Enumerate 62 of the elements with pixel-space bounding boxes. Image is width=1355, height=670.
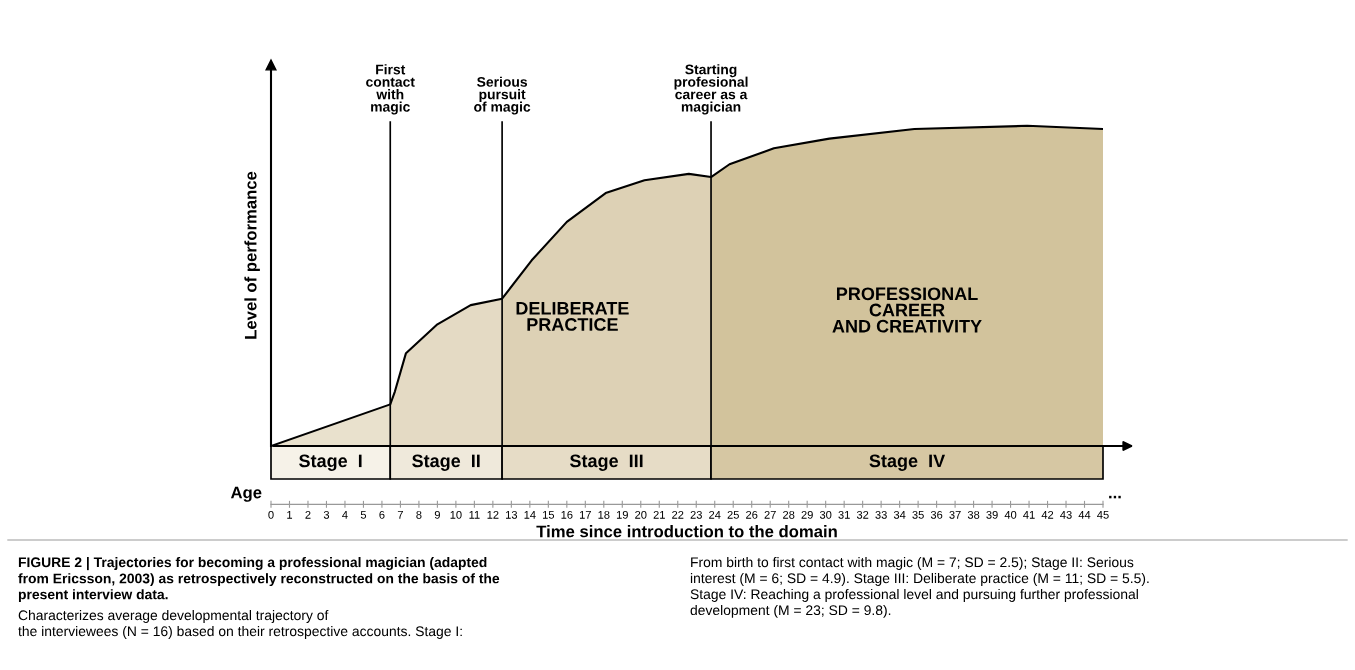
- x-tick-label: 28: [783, 510, 795, 519]
- x-tick-label: 41: [1023, 510, 1035, 519]
- x-tick-label: 42: [1041, 510, 1054, 519]
- x-tick-label: 12: [487, 510, 499, 519]
- x-tick-label: 30: [819, 510, 832, 519]
- x-tick-label: 22: [672, 510, 684, 519]
- x-tick-label: 27: [764, 510, 776, 519]
- x-tick-label: 45: [1097, 510, 1109, 519]
- text: Characterizes average developmental trajectory of the interviewees (N = 16) based on their retrospective accounts. Stage I:: [18, 610, 462, 639]
- x-tick-label: 7: [397, 510, 403, 519]
- x-tick-label: 0: [268, 510, 274, 519]
- x-tick-label: 39: [986, 510, 998, 519]
- x-tick-label: 38: [967, 510, 980, 519]
- band-label: Stage IV: [869, 454, 946, 471]
- x-tick-label: 44: [1078, 510, 1091, 519]
- x-tick-label: 17: [579, 510, 591, 519]
- x-tick-label: 26: [746, 510, 758, 519]
- x-tick-label: 11: [469, 510, 480, 519]
- x-tick-label: 9: [434, 510, 440, 519]
- x-tick-label: 5: [360, 510, 367, 519]
- x-tick-label: 37: [949, 510, 961, 519]
- x-tick-label: 3: [323, 510, 330, 519]
- x-tick-label: 15: [543, 510, 555, 519]
- x-tick-label: 43: [1060, 510, 1072, 519]
- band-label: Stage I: [299, 454, 362, 471]
- x-tick-label: 25: [727, 510, 739, 519]
- band-label: Stage III: [569, 454, 643, 471]
- x-tick-label: 34: [893, 510, 906, 519]
- annotation: PROFESSIONAL CAREER AND CREATIVITY: [832, 287, 982, 333]
- x-tick-label: 33: [875, 510, 887, 519]
- x-tick-label: 19: [616, 510, 628, 519]
- x-tick-label: 36: [930, 510, 943, 519]
- annotation: DELIBERATE PRACTICE: [516, 302, 629, 331]
- x-tick-label: 14: [524, 510, 536, 519]
- x-tick-label: 4: [342, 510, 348, 519]
- x-tick-label: 24: [709, 510, 721, 519]
- y-axis-title: Level of performance: [244, 171, 260, 339]
- x-tick-label: 6: [379, 510, 385, 519]
- x-tick-label: 31: [838, 510, 850, 519]
- x-tick-label: 20: [635, 510, 647, 519]
- x-tick-label: 10: [450, 510, 462, 519]
- x-axis-title: Time since introduction to the domain: [536, 525, 837, 538]
- text: FIGURE 2 | Trajectories for becoming a professional magician (adapted from Ericsson, 2003) as retrospectively reconstructed on the basis of the present interview data.: [18, 557, 500, 603]
- x-tick-label: 18: [598, 510, 610, 519]
- x-tick-label: 2: [305, 510, 311, 519]
- x-tick-label: 21: [653, 510, 665, 519]
- ref-line-label: Serious pursuit of magic: [474, 76, 531, 115]
- ref-line-label: Starting profesional career as a magician: [674, 64, 748, 115]
- ref-line-label: First contact with magic: [366, 64, 415, 115]
- x-tick-label: 16: [561, 510, 573, 519]
- x-tick-label: 1: [287, 510, 293, 519]
- x-tick-label: 32: [856, 510, 869, 519]
- band-label: Stage II: [412, 454, 480, 471]
- x-tick-label: 35: [912, 510, 924, 519]
- text: ...: [1109, 495, 1121, 499]
- x-tick-label: 13: [506, 510, 518, 519]
- x-tick-label: 8: [416, 510, 422, 519]
- x-tick-label: 23: [690, 510, 702, 519]
- text: Age: [230, 486, 262, 502]
- x-tick-label: 40: [1004, 510, 1017, 519]
- text: From birth to first contact with magic (M = 7; SD = 2.5); Stage II: Serious interest (M = 6; SD = 4.9). Stage III: Deliberate practice (M = 11; SD = 5.5). Stage IV: Reaching a professional level and pursuing further professional development (M = 23; SD = 9.8).: [690, 557, 1149, 618]
- x-tick-label: 29: [801, 510, 813, 519]
